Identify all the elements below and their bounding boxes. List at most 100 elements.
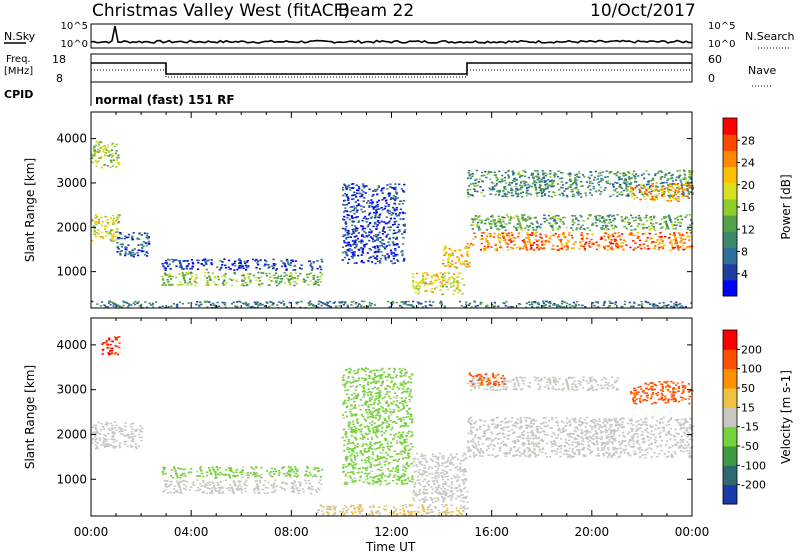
colorbar-segment — [723, 150, 737, 168]
echo-band — [466, 416, 695, 459]
x-axis-label: Time UT — [365, 540, 416, 554]
freq-trace — [91, 62, 692, 75]
echo-band — [466, 376, 619, 392]
station-title: Christmas Valley West (fitACF) — [92, 1, 350, 21]
colorbar-tick-label: 100 — [741, 363, 762, 376]
y-tick-label: 1000 — [56, 472, 87, 486]
echo-band — [161, 271, 324, 287]
colorbar-segment — [723, 368, 737, 389]
colorbar-tick-label: -100 — [741, 459, 766, 472]
y-tick-label: 1000 — [56, 265, 87, 279]
colorbar-tick-label: 50 — [741, 382, 755, 395]
echo-band — [341, 367, 414, 486]
nsky-label: N.Sky — [4, 30, 36, 43]
noise-trace — [90, 25, 693, 44]
x-tick-label: 16:00 — [474, 525, 509, 539]
colorbar-segment — [723, 279, 737, 297]
x-tick-label: 08:00 — [274, 525, 309, 539]
colorbar-tick-label: 200 — [741, 343, 762, 356]
echo-band — [91, 140, 121, 169]
heatmap-panels: 4000 3000 2000 1000 Slant Range [km] 28 24 20 16… — [23, 111, 793, 517]
colorbar-segment — [723, 349, 737, 370]
nsearch-tick-high: 10^5 — [708, 21, 735, 32]
x-tick-label: 12:00 — [374, 525, 409, 539]
colorbar-tick-label: 8 — [741, 246, 748, 259]
echo-band — [316, 503, 469, 517]
colorbar-segment — [723, 134, 737, 151]
echo-band — [468, 372, 506, 386]
nave-label: Nave — [748, 64, 776, 77]
x-tick-label: 00:00 — [675, 525, 710, 539]
nave-tick-low: 0 — [708, 72, 715, 85]
cpid-value: normal (fast) 151 RF — [95, 93, 235, 107]
echo-band — [412, 452, 469, 504]
freq-tick-low: 8 — [56, 72, 63, 85]
colorbar-segment — [723, 426, 737, 447]
y-tick-label: 2000 — [56, 427, 87, 441]
echo-band — [101, 336, 121, 356]
colorbar-tick-label: 12 — [741, 223, 755, 236]
echo-band — [161, 258, 324, 271]
cpid-label: CPID — [4, 88, 33, 101]
echo-band — [470, 214, 694, 232]
y-tick-label: 3000 — [56, 383, 87, 397]
colorbar-segment — [723, 446, 737, 466]
echo-band — [411, 271, 466, 296]
echo-band — [91, 421, 144, 450]
colorbar-segment — [723, 484, 737, 505]
colorbar-segment — [723, 231, 737, 248]
frequency-panel: Freq. [MHz] 18 8 60 0 Nave CPID normal (… — [4, 53, 776, 107]
panel-power: 4000 3000 2000 1000 Slant Range [km] 28 24 20 16… — [23, 111, 793, 309]
x-tick-label: 04:00 — [174, 525, 209, 539]
colorbar-segment — [723, 388, 737, 408]
colorbar-segment — [723, 263, 737, 281]
colorbar-tick-label: -15 — [741, 421, 759, 434]
freq-label-2: [MHz] — [4, 66, 33, 77]
x-tick-label: 20:00 — [575, 525, 610, 539]
nave-tick-high: 60 — [708, 53, 722, 66]
date-label: 10/Oct/2017 — [590, 1, 696, 21]
x-tick-label: 00:00 — [74, 525, 109, 539]
beam-label: Beam 22 — [338, 1, 414, 21]
colorbar-power: 28 24 20 16 12 8 4 Power [dB] — [722, 117, 793, 297]
echo-band — [630, 183, 694, 203]
colorbar-segment — [723, 198, 737, 216]
nsky-tick-high: 10^5 — [61, 21, 88, 32]
colorbar-tick-label: 28 — [741, 134, 755, 147]
colorbar-segment — [723, 215, 737, 232]
colorbar-tick-label: 4 — [741, 268, 748, 281]
y-tick-label: 3000 — [56, 176, 87, 190]
colorbar-tick-label: -200 — [741, 479, 766, 492]
noise-panel: N.Sky 10^5 10^0 10^5 10^0 N.Search — [4, 21, 795, 50]
y-tick-label: 4000 — [56, 338, 87, 352]
echo-band — [341, 183, 407, 265]
y-axis-label: Slant Range [km] — [23, 365, 37, 469]
colorbar-tick-label: -50 — [741, 440, 759, 453]
freq-tick-high: 18 — [52, 53, 66, 66]
time-axis: 00:00 04:00 08:00 12:00 16:00 20:00 00:00 — [74, 525, 710, 539]
panel-velocity: 4000 3000 2000 1000 Slant Range [km] 200 100 50… — [23, 317, 793, 517]
colorbar-tick-label: 15 — [741, 401, 755, 414]
colorbar-segment — [723, 330, 737, 350]
colorbar-velocity: 200 100 50 15 -15 -50 -100 -200 Velocity [m s-1] — [722, 329, 793, 505]
colorbar-segment — [723, 166, 737, 184]
colorbar-segment — [723, 465, 737, 486]
echo-band — [466, 231, 694, 252]
echo-band — [629, 380, 694, 405]
colorbar-segment — [723, 247, 737, 265]
colorbar-segment — [723, 407, 737, 428]
y-axis-label: Slant Range [km] — [23, 158, 37, 262]
nsearch-label: N.Search — [745, 30, 795, 43]
echo-band — [116, 231, 151, 258]
nsky-tick-low: 10^0 — [61, 39, 88, 50]
echo-band — [91, 214, 121, 242]
colorbar-label: Velocity [m s-1] — [779, 370, 793, 464]
y-tick-label: 4000 — [56, 132, 87, 146]
echo-band — [161, 465, 324, 479]
colorbar-tick-label: 16 — [741, 201, 755, 214]
y-tick-label: 2000 — [56, 220, 87, 234]
colorbar-tick-label: 24 — [741, 157, 755, 170]
colorbar-segment — [723, 118, 737, 135]
colorbar-tick-label: 20 — [741, 179, 755, 192]
